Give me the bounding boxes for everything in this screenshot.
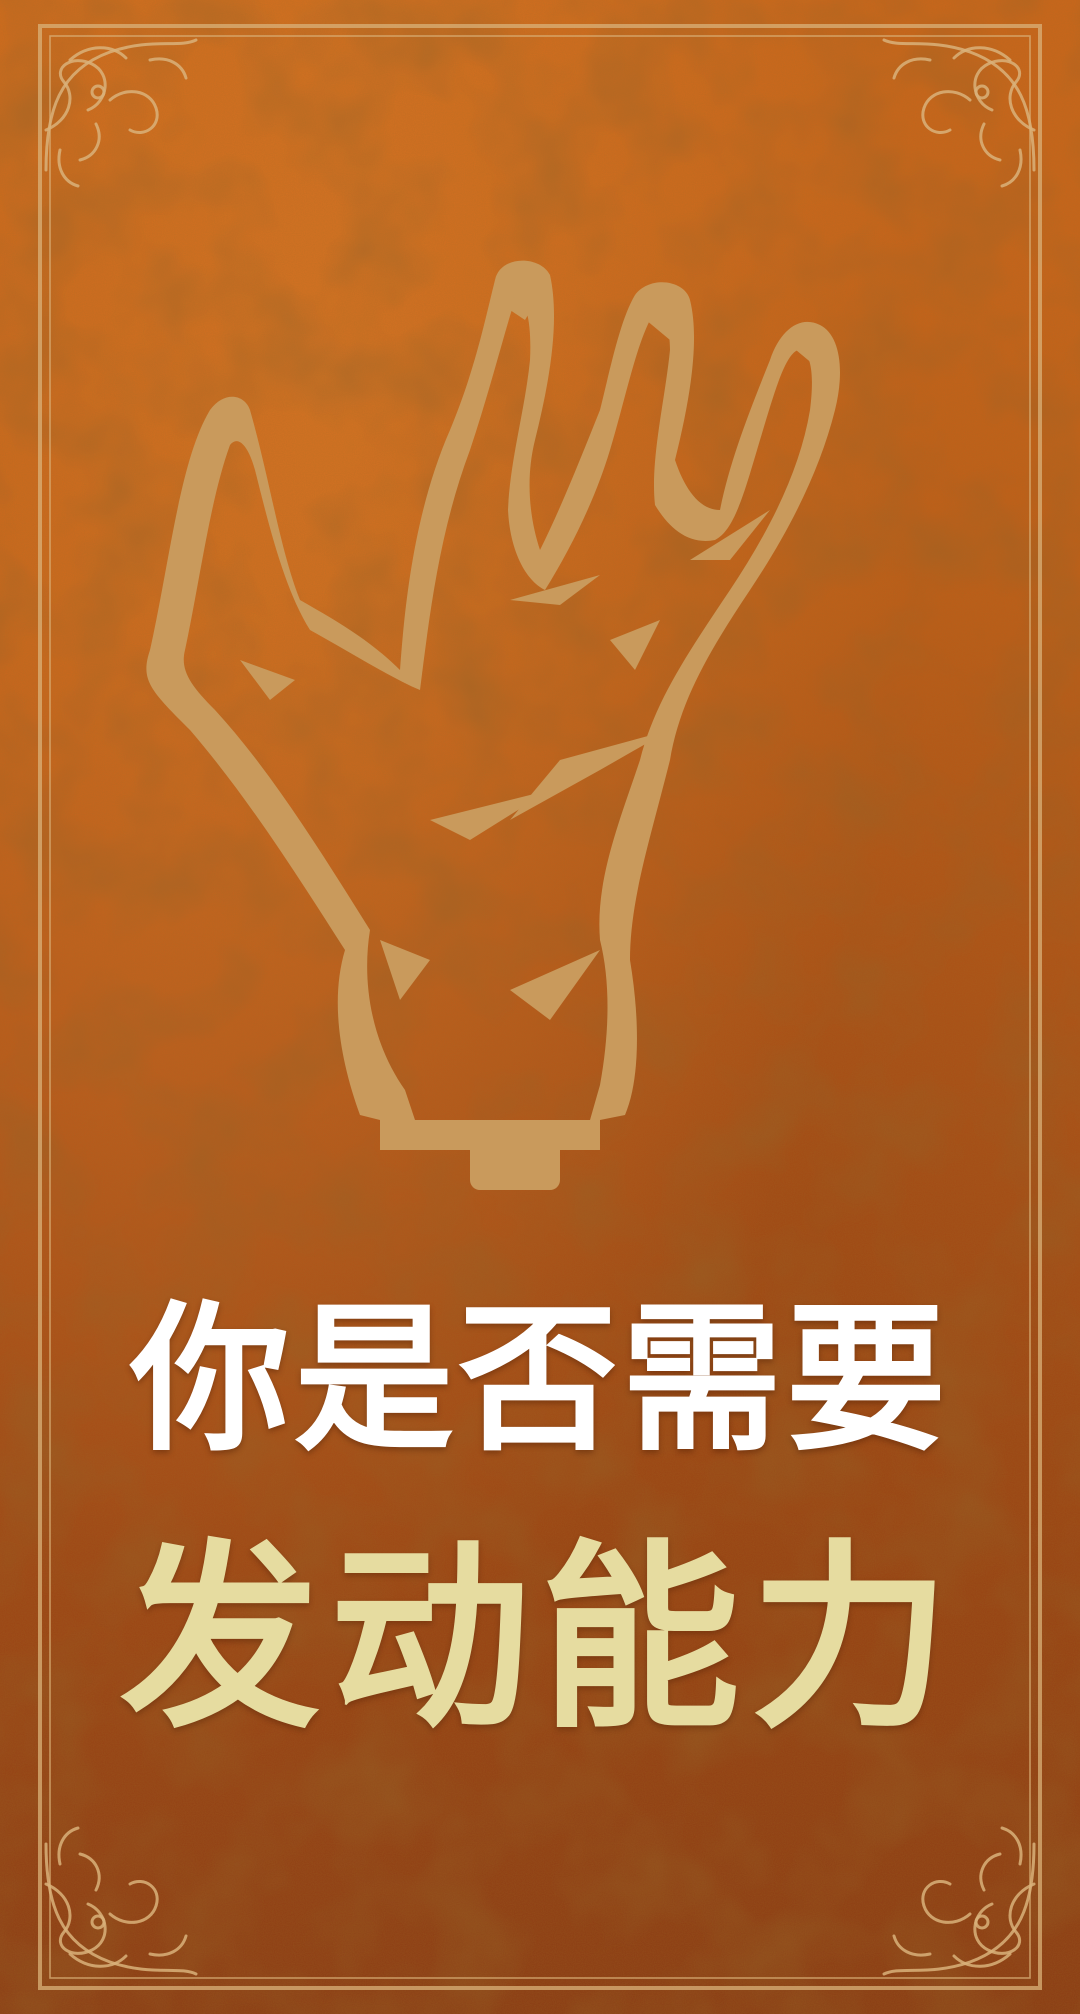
prompt-question-line1: 你是否需要: [129, 1286, 950, 1473]
prompt-question-line2: 发动能力: [119, 1523, 960, 1756]
clawed-hand-icon: [146, 260, 841, 1190]
corner-flourish-icon: [44, 38, 198, 188]
